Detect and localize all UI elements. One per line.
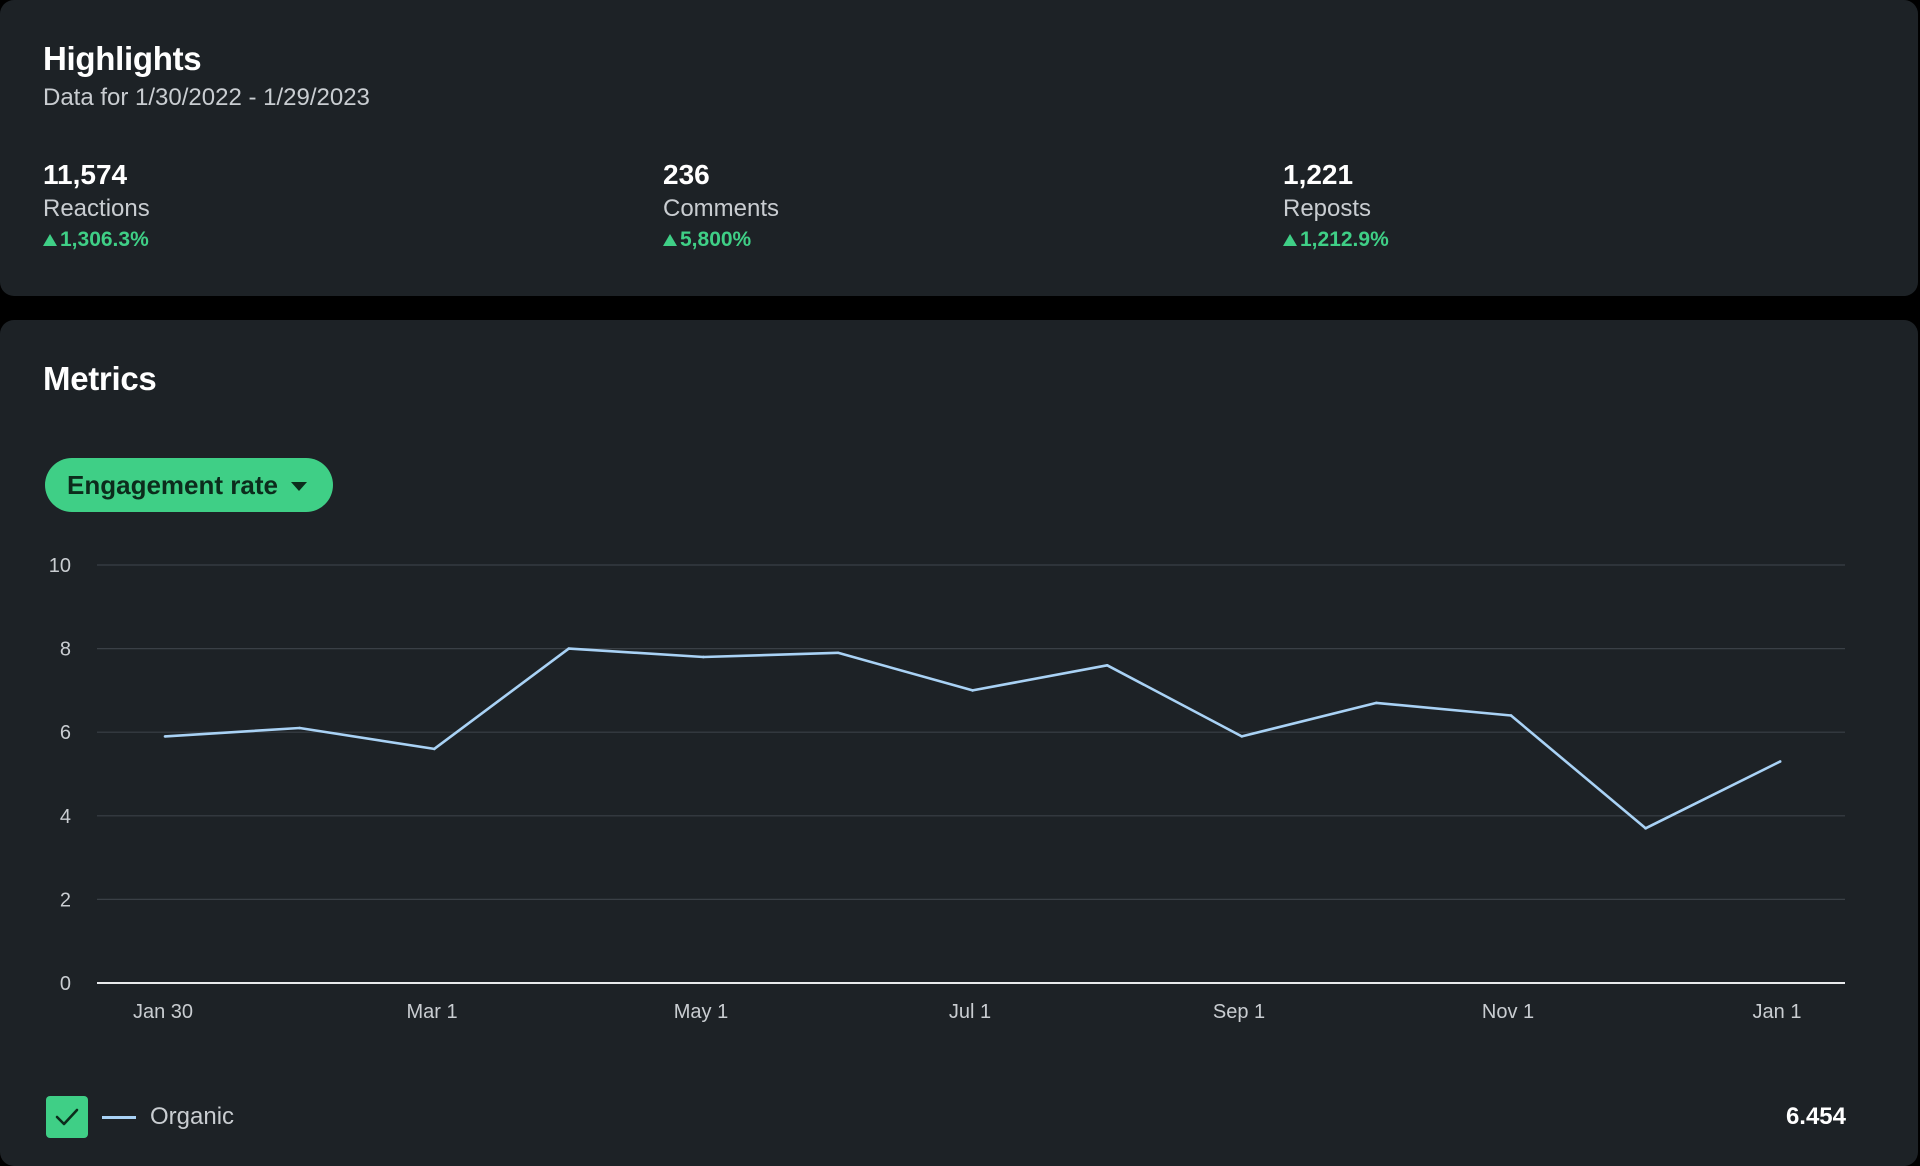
legend-label: Organic	[150, 1103, 235, 1130]
y-tick-label: 0	[60, 973, 71, 995]
x-tick-label: Jan 1	[1753, 1001, 1802, 1023]
y-tick-label: 8	[60, 639, 71, 661]
metrics-card: Metrics Engagement rate 0 2 4 6 8 10 Jan 30 Ma…	[0, 320, 1918, 1166]
stat-value: 1,221	[1283, 159, 1354, 190]
stat-value: 11,574	[43, 159, 128, 190]
stat-change: 1,306.3%	[43, 226, 150, 254]
trend-up-icon	[663, 234, 677, 246]
data-point[interactable]	[298, 726, 301, 730]
data-point[interactable]	[1644, 827, 1647, 830]
data-point[interactable]	[836, 651, 840, 655]
chart-legend: Organic	[46, 1096, 234, 1138]
date-range-subtitle: Data for 1/30/2022 - 1/29/2023	[43, 84, 370, 111]
metric-dropdown[interactable]: Engagement rate	[45, 458, 333, 512]
y-tick-label: 4	[60, 806, 71, 828]
chevron-down-icon	[290, 481, 307, 491]
highlights-card: Highlights Data for 1/30/2022 - 1/29/202…	[0, 0, 1918, 296]
data-point[interactable]	[1240, 735, 1244, 738]
x-tick-label: May 1	[674, 1001, 728, 1023]
metrics-title: Metrics	[43, 360, 157, 397]
data-point[interactable]	[971, 689, 974, 692]
x-tick-label: Sep 1	[1213, 1001, 1265, 1023]
stat-comments: 236 Comments 5,800%	[663, 158, 779, 254]
data-point[interactable]	[1509, 714, 1513, 717]
data-point[interactable]	[432, 747, 436, 751]
stat-label: Reactions	[43, 195, 150, 222]
metric-dropdown-label: Engagement rate	[67, 469, 278, 500]
legend-value: 6.454	[1785, 1103, 1846, 1130]
y-tick-label: 2	[60, 889, 71, 911]
y-tick-label: 10	[49, 555, 71, 577]
stat-change: 1,212.9%	[1283, 226, 1389, 254]
stat-change: 5,800%	[663, 226, 779, 254]
x-tick-label: Mar 1	[406, 1001, 457, 1023]
trend-up-icon	[1283, 234, 1297, 246]
y-tick-label: 6	[60, 722, 71, 744]
stat-value: 236	[663, 159, 710, 190]
stat-change-value: 1,212.9%	[1300, 228, 1389, 251]
trend-up-icon	[43, 234, 57, 246]
data-point[interactable]	[163, 735, 167, 738]
legend-checkbox[interactable]	[46, 1096, 88, 1138]
data-point[interactable]	[702, 655, 705, 659]
x-tick-label: Jan 30	[133, 1001, 193, 1023]
stat-change-value: 1,306.3%	[60, 228, 149, 251]
legend-line-swatch	[102, 1115, 136, 1119]
data-point[interactable]	[1375, 701, 1378, 705]
x-tick-label: Jul 1	[949, 1001, 991, 1023]
engagement-chart: 0 2 4 6 8 10 Jan 30 Mar 1 May 1 Jul 1 Sep 1 Nov 1 J…	[49, 555, 1845, 1023]
data-point[interactable]	[1105, 664, 1109, 667]
series-line-organic	[164, 647, 1781, 830]
stat-reactions: 11,574 Reactions 1,306.3%	[43, 158, 150, 254]
check-icon	[55, 1108, 79, 1126]
data-point[interactable]	[567, 647, 571, 650]
stat-change-value: 5,800%	[680, 228, 752, 251]
stat-label: Reposts	[1283, 195, 1372, 222]
stat-reposts: 1,221 Reposts 1,212.9%	[1283, 158, 1389, 254]
stat-label: Comments	[663, 195, 780, 222]
x-tick-label: Nov 1	[1482, 1001, 1534, 1023]
data-point[interactable]	[1778, 760, 1782, 763]
highlights-title: Highlights	[43, 40, 202, 77]
